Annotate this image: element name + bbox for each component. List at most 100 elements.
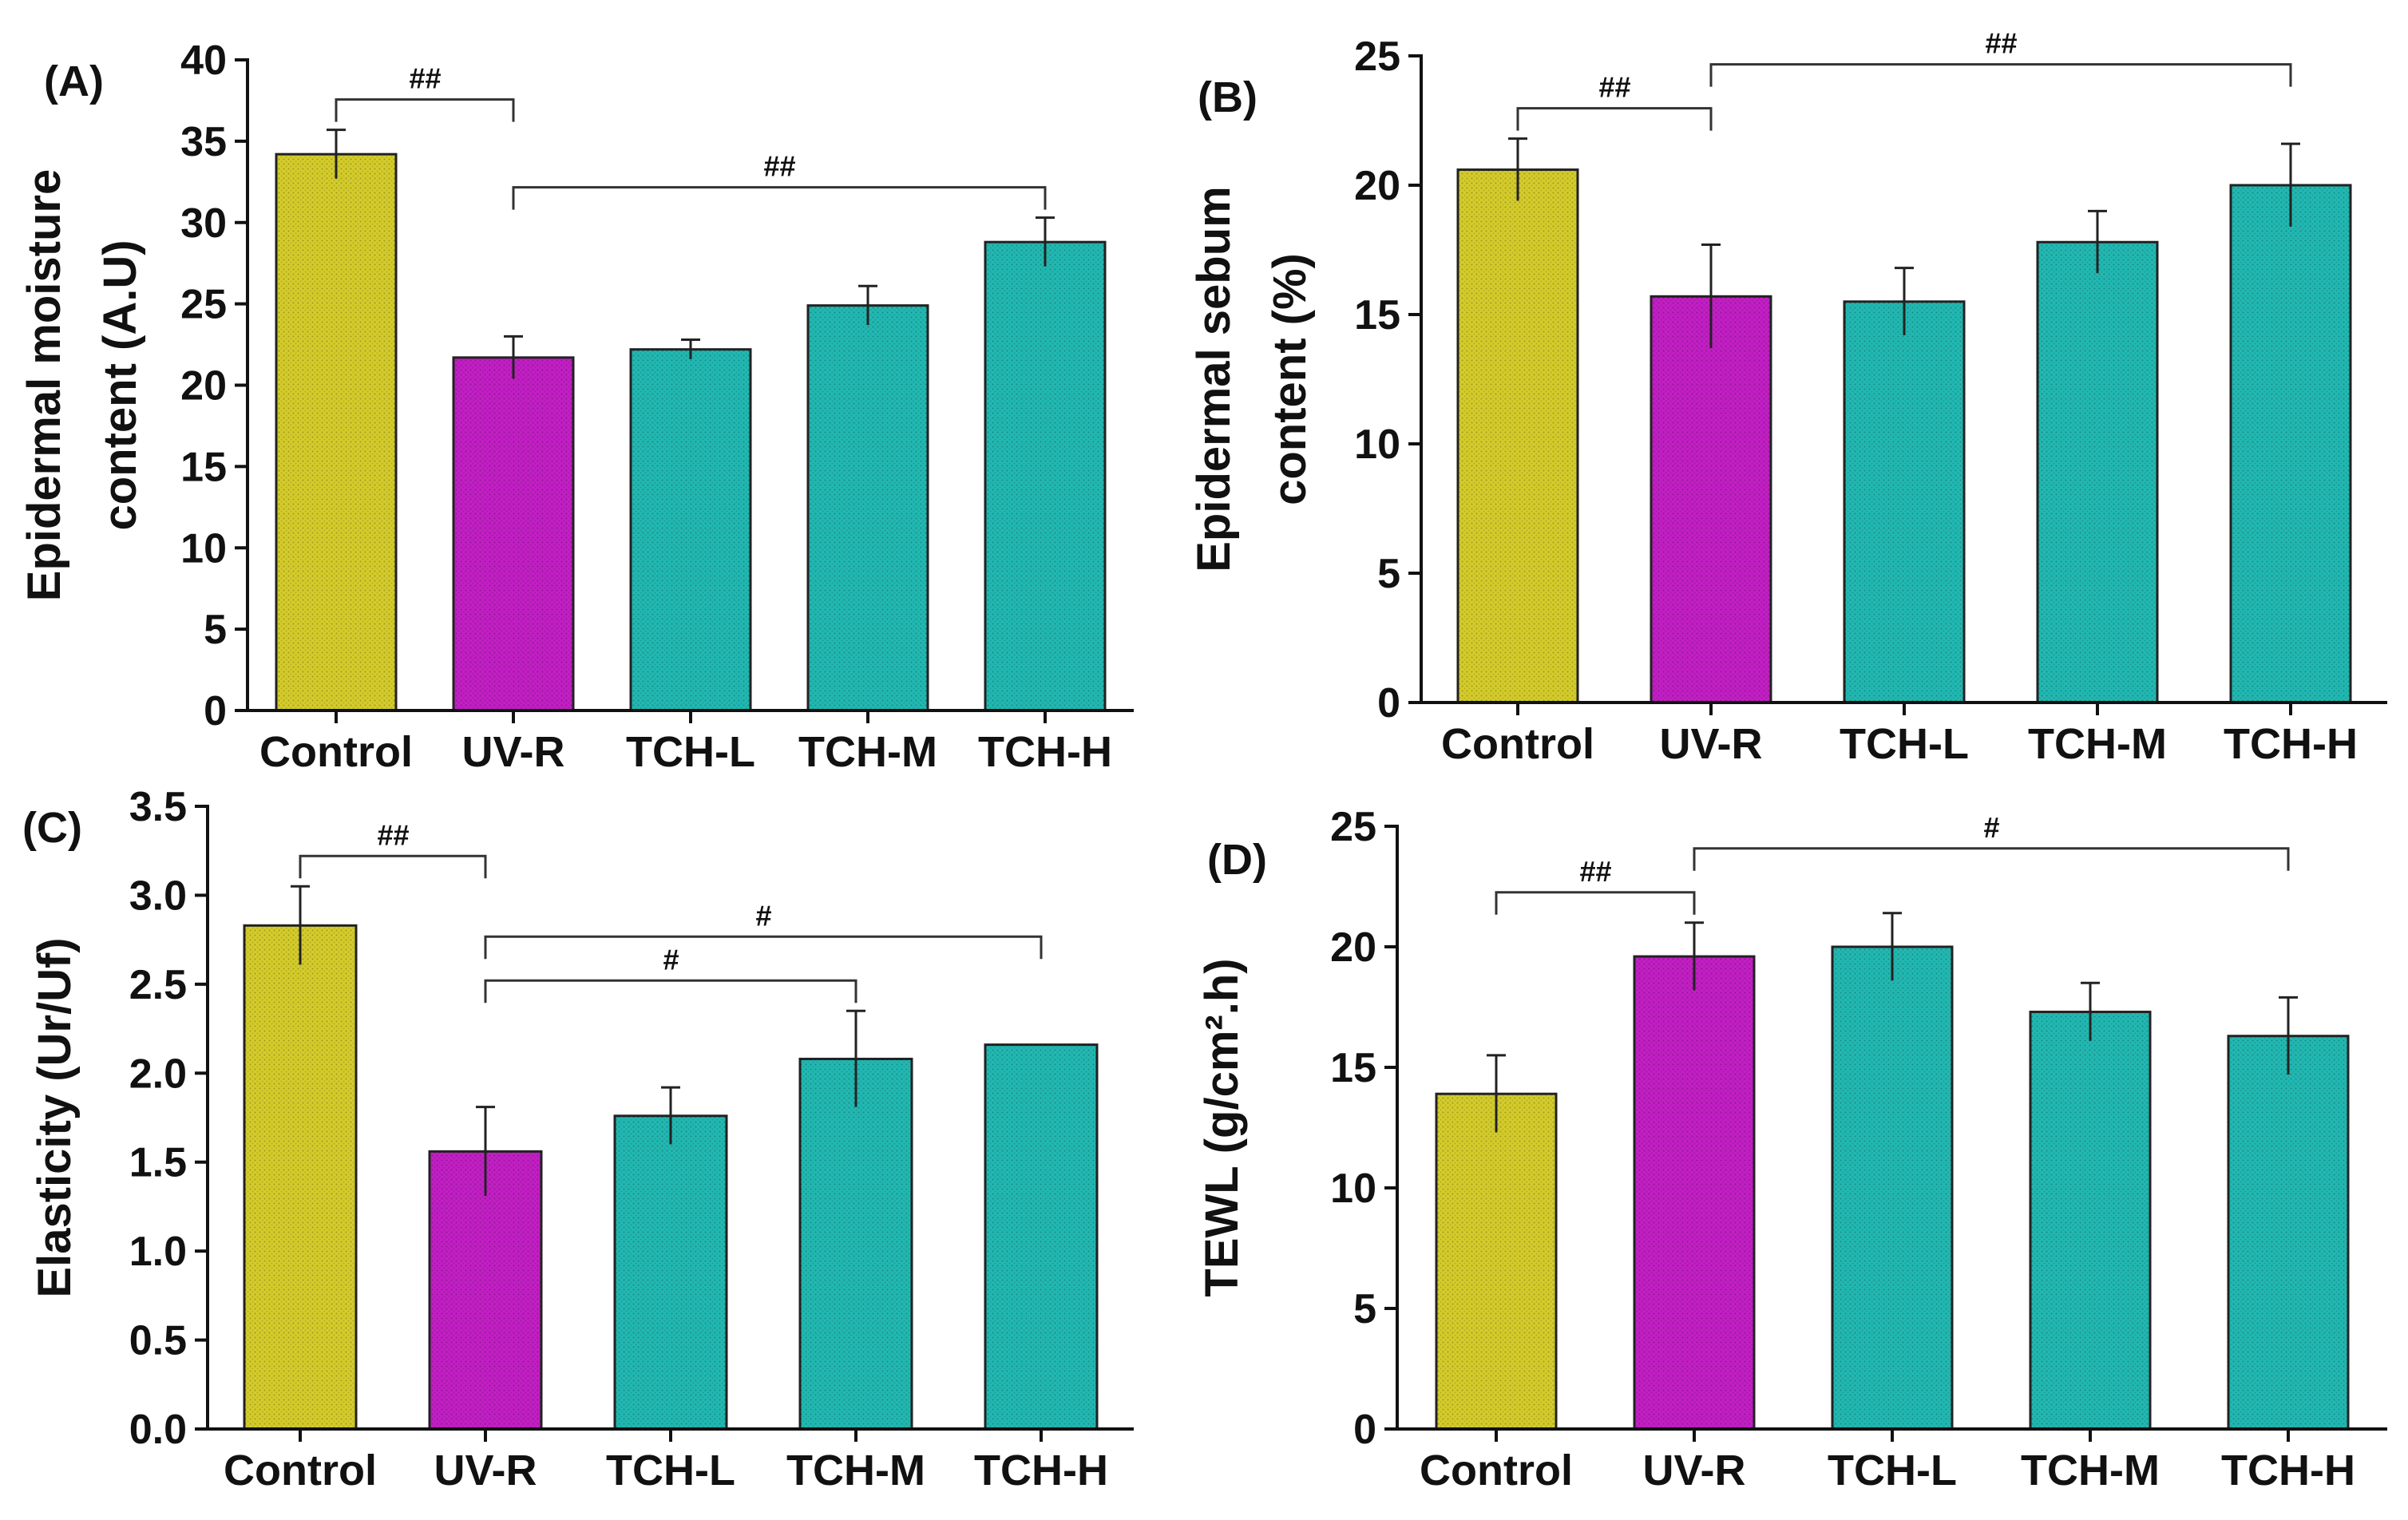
bar-texture: [985, 1044, 1097, 1429]
y-tick-label: 30: [180, 200, 227, 247]
y-axis-label: Epidermal sebum: [1188, 186, 1240, 572]
x-tick-label: UV-R: [1659, 720, 1762, 768]
bar-texture: [631, 349, 751, 711]
significance-bracket: [1693, 847, 2290, 871]
bar-texture: [1458, 169, 1578, 703]
y-tick-label: 15: [180, 444, 227, 490]
y-tick-label: 20: [1330, 924, 1376, 971]
x-tick-label: Control: [224, 1447, 377, 1494]
x-tick-label: TCH-H: [978, 728, 1112, 776]
x-tick-label: TCH-H: [2224, 720, 2358, 768]
significance-bracket: [512, 186, 1047, 210]
significance-label: ##: [763, 150, 795, 183]
significance-label: ##: [1579, 855, 1611, 888]
x-tick-label: TCH-M: [798, 728, 937, 776]
bar-texture: [808, 305, 928, 711]
bar-texture: [430, 1151, 541, 1429]
y-axis-label: content (A.U): [94, 239, 146, 530]
y-tick-label: 3.5: [129, 784, 187, 830]
y-tick-label: 0.0: [129, 1407, 187, 1453]
x-tick-label: TCH-H: [974, 1447, 1108, 1494]
x-tick-label: TCH-L: [606, 1447, 735, 1494]
bar-texture: [1436, 1094, 1556, 1429]
significance-label: ##: [1598, 71, 1630, 104]
x-tick-label: Control: [1420, 1447, 1573, 1494]
y-tick-label: 25: [1330, 804, 1376, 850]
bar-texture: [1634, 956, 1754, 1429]
bar-texture: [2030, 1011, 2150, 1429]
panel-label: (B): [1198, 73, 1257, 121]
x-tick-label: Control: [1441, 720, 1594, 768]
y-axis-label: TEWL (g/cm².h): [1196, 958, 1248, 1296]
panel-label: (D): [1207, 836, 1267, 884]
y-axis-label: Epidermal moisture: [18, 169, 70, 601]
x-tick-label: UV-R: [1642, 1447, 1745, 1494]
y-tick-label: 5: [1377, 551, 1400, 597]
bar-texture: [800, 1059, 912, 1429]
y-tick-label: 20: [1354, 163, 1400, 209]
y-axis-label: content (%): [1264, 253, 1316, 505]
bar-texture: [2038, 242, 2157, 703]
y-axis-label: Elasticity (Ur/Uf): [29, 937, 81, 1297]
bar-texture: [615, 1115, 727, 1429]
x-tick-label: TCH-M: [2021, 1447, 2160, 1494]
y-tick-label: 2.0: [129, 1051, 187, 1097]
y-tick-label: 40: [180, 38, 227, 84]
x-tick-label: TCH-M: [786, 1447, 925, 1494]
y-tick-label: 0: [1377, 680, 1400, 726]
significance-bracket: [335, 98, 515, 122]
significance-bracket: [299, 854, 487, 879]
y-tick-label: 15: [1354, 292, 1400, 338]
significance-label: ##: [377, 818, 409, 851]
y-tick-label: 0: [204, 688, 227, 734]
y-tick-label: 25: [1354, 34, 1400, 80]
bar-texture: [244, 925, 356, 1429]
x-tick-label: Control: [259, 728, 413, 776]
panel-b: (B) Epidermal sebum content (%) 0 5 10 15 20 25 C…: [1188, 27, 2387, 768]
bar-texture: [985, 242, 1105, 711]
y-tick-label: 1.0: [129, 1229, 187, 1275]
significance-label: #: [663, 943, 679, 976]
bar-texture: [1832, 947, 1952, 1429]
significance-bracket: [1495, 891, 1696, 915]
y-tick-label: 0.5: [129, 1318, 187, 1364]
x-tick-label: TCH-M: [2028, 720, 2167, 768]
y-tick-label: 10: [180, 525, 227, 572]
y-tick-label: 15: [1330, 1045, 1376, 1091]
panel-label: (A): [44, 57, 104, 105]
significance-bracket: [484, 979, 857, 1003]
y-tick-label: 10: [1330, 1166, 1376, 1212]
panel-label: (C): [22, 804, 82, 852]
bar-texture: [1844, 301, 1964, 703]
y-tick-label: 20: [180, 363, 227, 410]
bar-texture: [453, 357, 573, 711]
bar-texture: [276, 154, 396, 711]
y-tick-label: 3.0: [129, 873, 187, 919]
significance-bracket: [484, 935, 1043, 960]
significance-label: #: [755, 899, 771, 932]
bar-texture: [2228, 1035, 2348, 1429]
y-tick-label: 10: [1354, 422, 1400, 468]
y-tick-label: 1.5: [129, 1140, 187, 1186]
significance-label: ##: [409, 62, 441, 95]
y-tick-label: 35: [180, 119, 227, 165]
significance-bracket: [1516, 107, 1713, 131]
y-tick-label: 5: [204, 607, 227, 653]
x-tick-label: TCH-L: [626, 728, 755, 776]
x-tick-label: TCH-L: [1828, 1447, 1957, 1494]
panel-d: (D) TEWL (g/cm².h) 0 5 10 15 20 25 Control UV-R TC…: [1196, 804, 2387, 1494]
x-tick-label: UV-R: [461, 728, 564, 776]
bar-texture: [1651, 296, 1771, 703]
bar-texture: [2231, 185, 2351, 703]
significance-label: #: [1983, 811, 1999, 844]
x-tick-label: TCH-L: [1840, 720, 1969, 768]
y-tick-label: 25: [180, 282, 227, 328]
y-tick-label: 0: [1353, 1407, 1376, 1453]
y-tick-label: 2.5: [129, 962, 187, 1008]
panel-a: (A) Epidermal moisture content (A.U) 0 5 10 15…: [18, 38, 1134, 776]
significance-bracket: [1709, 63, 2292, 87]
y-tick-label: 5: [1353, 1286, 1376, 1332]
significance-label: ##: [1985, 27, 2017, 60]
x-tick-label: TCH-H: [2221, 1447, 2355, 1494]
